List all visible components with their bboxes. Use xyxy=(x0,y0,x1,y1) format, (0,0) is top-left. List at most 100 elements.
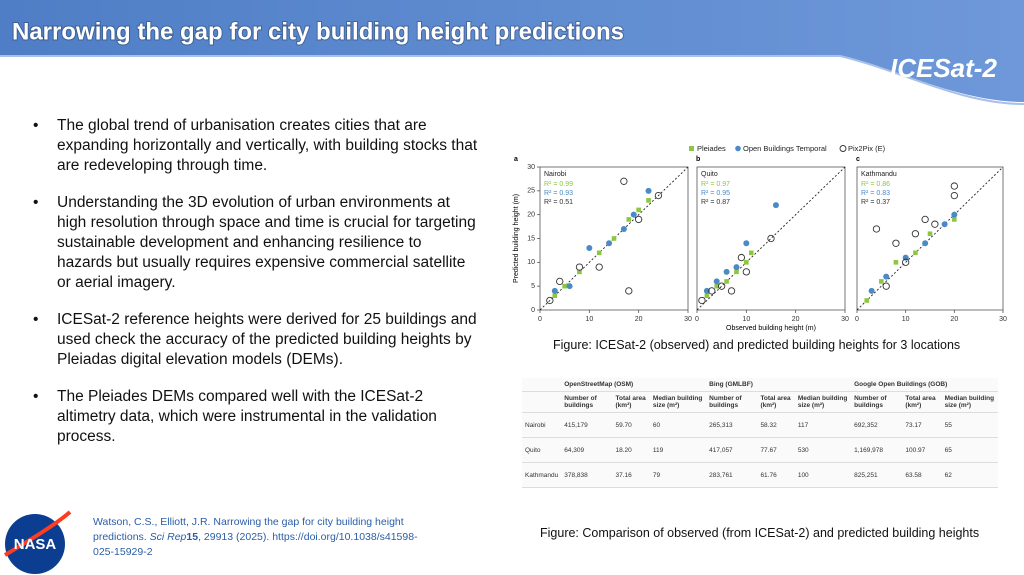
y-tick-label: 10 xyxy=(527,259,535,266)
x-tick-label: 30 xyxy=(684,316,692,323)
r2-label: R² = 0.95 xyxy=(701,190,730,197)
bullet: The global trend of urbanisation creates… xyxy=(33,116,478,176)
table-caption: Figure: Comparison of observed (from ICE… xyxy=(540,526,980,540)
panel-label: a xyxy=(514,156,518,163)
ref-journal: Sci Rep xyxy=(149,531,187,543)
table-column: Number of buildings xyxy=(851,391,903,413)
point xyxy=(883,273,890,280)
point xyxy=(922,240,929,247)
panel-location: Nairobi xyxy=(544,171,567,178)
table-cell: 825,251 xyxy=(851,462,903,488)
table-group: Bing (GMLBF) xyxy=(706,378,852,392)
table-cell: Kathmandu xyxy=(522,462,562,488)
table-row: Kathmandu 378,838 37.16 79 283,761 61.76 100 82… xyxy=(522,462,998,488)
table-cell: 265,313 xyxy=(706,412,758,438)
ref-volume: 15 xyxy=(186,531,199,543)
ref-rest: , 29913 (2025). https://doi.org/10.1038/… xyxy=(93,531,418,558)
point xyxy=(646,198,651,203)
point xyxy=(902,258,910,266)
table-cell: 64,309 xyxy=(561,437,613,463)
point xyxy=(562,283,567,289)
figure: a Nairobi R² = 0.99 R² = 0.93 R² = 0.51 0 10 20… xyxy=(513,144,1007,332)
r2-label: R² = 0.93 xyxy=(544,190,573,197)
point xyxy=(566,283,573,290)
table-cell: 65 xyxy=(941,437,998,463)
point xyxy=(718,282,726,290)
x-tick-label: 20 xyxy=(950,316,958,323)
point xyxy=(744,260,749,265)
x-tick-label: 10 xyxy=(585,316,593,323)
point xyxy=(595,263,603,271)
point xyxy=(620,225,627,232)
table-cell: 79 xyxy=(649,462,707,488)
table-cell: 61.76 xyxy=(757,462,795,488)
point xyxy=(950,182,958,190)
table-subheader-row: Number of buildings Total area (km²) Media… xyxy=(522,391,998,413)
point xyxy=(911,230,920,238)
point xyxy=(625,287,633,295)
x-tick-label: 0 xyxy=(855,316,859,323)
point xyxy=(704,293,710,298)
x-tick-label: 20 xyxy=(635,316,643,323)
point xyxy=(606,240,613,247)
table-cell: 417,057 xyxy=(706,437,758,463)
r2-label: R² = 0.97 xyxy=(701,181,730,188)
x-tick-label: 30 xyxy=(999,316,1007,323)
r2-label: R² = 0.37 xyxy=(861,199,890,206)
table-cell: 59.70 xyxy=(612,412,650,438)
point xyxy=(645,187,652,194)
y-axis-label: Predicted building height (m) xyxy=(513,194,520,283)
y-tick-label: 30 xyxy=(527,164,535,171)
table-cell: 415,179 xyxy=(561,412,613,438)
point xyxy=(743,240,750,247)
table-header-row: OpenStreetMap (OSM) Bing (GMLBF) Google Op… xyxy=(522,378,998,392)
point xyxy=(635,215,643,224)
point xyxy=(698,296,706,305)
table-cell: 58.32 xyxy=(757,412,795,438)
point xyxy=(556,277,564,286)
table-cell: 37.16 xyxy=(612,462,650,488)
point xyxy=(950,191,958,200)
point xyxy=(767,234,775,243)
plot-frame xyxy=(696,166,846,311)
point xyxy=(703,287,710,294)
point xyxy=(734,269,739,275)
legend-label: Open Buildings Temporal xyxy=(743,144,827,153)
reference: Watson, C.S., Elliott, J.R. Narrowing th… xyxy=(93,515,433,560)
x-tick-label: 10 xyxy=(902,316,910,323)
point xyxy=(723,268,730,275)
legend-label: Pix2Pix (E) xyxy=(848,144,886,153)
y-tick-label: 15 xyxy=(527,235,535,242)
bullet: The Pleiades DEMs compared well with the… xyxy=(33,387,478,447)
bullet: Understanding the 3D evolution of urban … xyxy=(33,193,478,293)
y-tick-label: 0 xyxy=(531,307,535,314)
point xyxy=(575,263,584,271)
point xyxy=(636,207,641,213)
point xyxy=(748,250,754,256)
r2-label: R² = 0.83 xyxy=(861,190,890,197)
point xyxy=(714,283,720,289)
icesat-logo: ICESat-2 xyxy=(890,53,997,83)
x-tick-label: 10 xyxy=(742,316,750,323)
point xyxy=(713,278,720,285)
panel-label: c xyxy=(856,156,860,163)
table-cell: 117 xyxy=(794,412,852,438)
table-cell: 62 xyxy=(941,462,998,488)
point xyxy=(951,211,958,218)
point xyxy=(772,202,779,209)
legend-swatch xyxy=(689,146,694,151)
table-group: Google Open Buildings (GOB) xyxy=(851,378,998,392)
header-edge xyxy=(0,55,1024,105)
nasa-swoosh xyxy=(3,510,72,557)
point xyxy=(913,250,918,256)
table-cell: 283,761 xyxy=(706,462,758,488)
x-tick-label: 0 xyxy=(538,316,542,323)
y-tick-label: 5 xyxy=(531,283,535,290)
table-row: Quito 64,309 18.20 119 417,057 77.67 530 1,169,… xyxy=(522,437,998,463)
x-tick-label: 20 xyxy=(792,316,800,323)
point xyxy=(546,296,554,305)
point xyxy=(927,231,933,237)
point xyxy=(872,225,881,233)
